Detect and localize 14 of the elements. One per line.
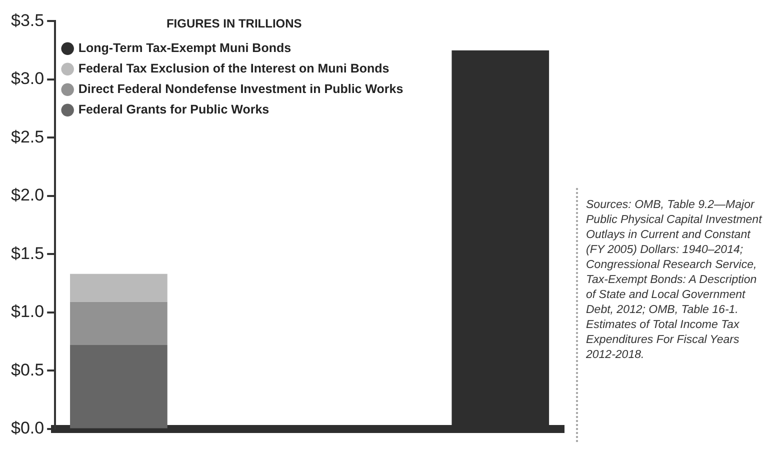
legend-title: FIGURES IN TRILLIONS xyxy=(166,16,302,30)
y-tick-label: $3.0 xyxy=(10,69,44,88)
text: Sources: OMB, Table 9.2—Major Public Physical Capital Investment Outlays in Current and Constant (FY 2005) Dollars: 1940–2014; Congressional Research Service, Tax-Exempt Bonds: A Description of State and Local Government Debt, 2012; OMB, Table 16-1. Estimates of Total Income Tax Expenditures For Fiscal Years 2012-2018. xyxy=(586,199,762,361)
y-tick-label: $0.0 xyxy=(10,418,44,438)
legend-label: Federal Grants for Public Works xyxy=(78,102,270,117)
y-tick-label: $3.5 xyxy=(10,10,44,30)
legend-label: Federal Tax Exclusion of the Interest on Muni Bonds xyxy=(78,62,390,76)
y-tick-label: $1.0 xyxy=(10,302,44,322)
legend-label: Direct Federal Nondefense Investment in Public Works xyxy=(78,82,404,96)
legend-label: Long-Term Tax-Exempt Muni Bonds xyxy=(78,41,292,56)
y-tick-label: $2.0 xyxy=(10,186,44,205)
y-tick-label: $2.5 xyxy=(10,127,44,146)
y-tick-label: $1.5 xyxy=(10,244,44,263)
y-tick-label: $0.5 xyxy=(10,360,44,380)
